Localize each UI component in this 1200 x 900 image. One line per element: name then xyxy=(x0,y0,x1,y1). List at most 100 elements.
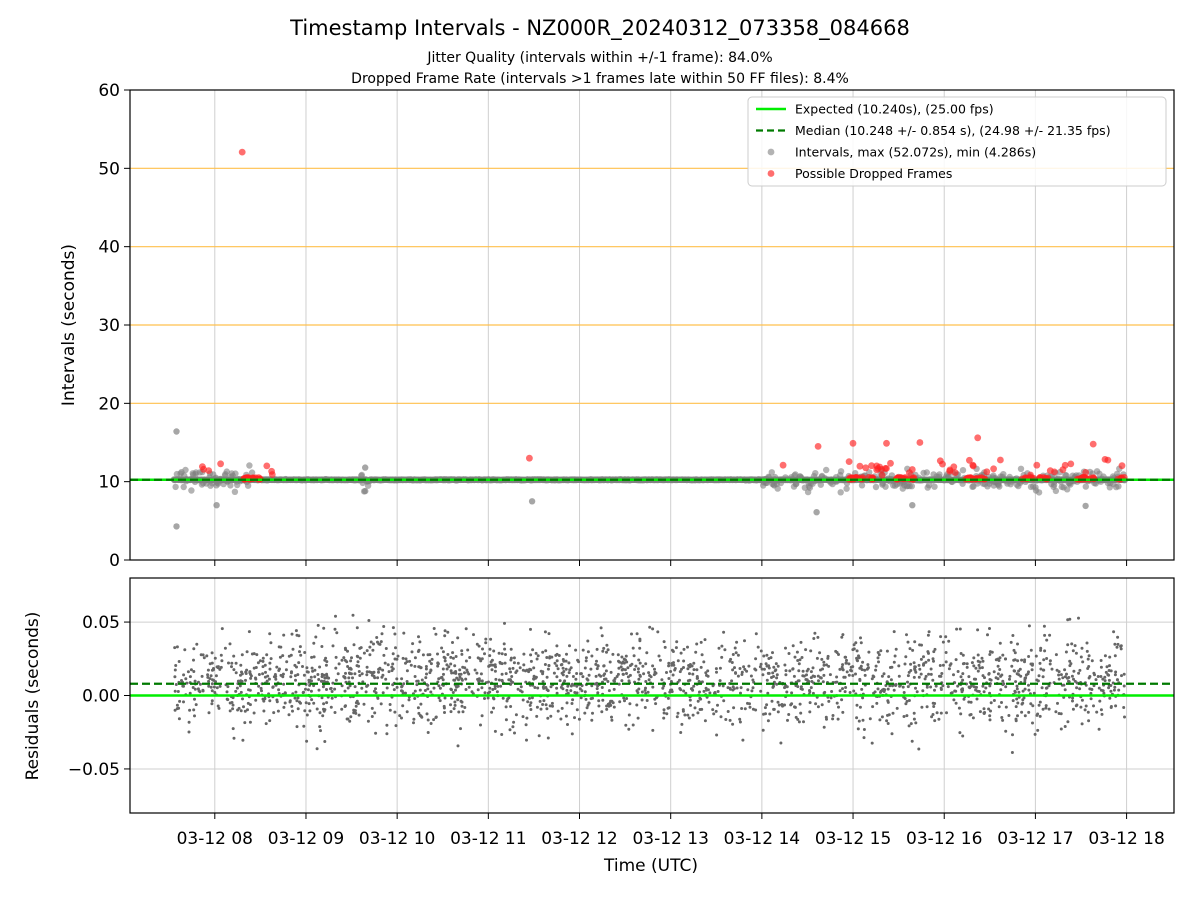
residual-point xyxy=(822,663,826,667)
dropped-frame-point xyxy=(238,148,246,156)
residual-point xyxy=(996,657,1000,661)
residual-point xyxy=(793,705,796,709)
residual-point xyxy=(917,747,921,751)
residual-point xyxy=(596,691,600,695)
residual-point xyxy=(1027,624,1031,628)
residual-point xyxy=(976,669,980,673)
residual-point xyxy=(776,710,780,714)
residual-point xyxy=(847,662,851,666)
residual-point xyxy=(594,674,598,678)
residual-point xyxy=(493,729,497,733)
residual-point xyxy=(306,670,310,674)
residual-point xyxy=(521,668,525,672)
residual-point xyxy=(1099,665,1103,669)
residual-point xyxy=(336,672,340,676)
residual-point xyxy=(1097,727,1101,731)
residual-point xyxy=(947,639,951,643)
residual-point xyxy=(772,675,775,678)
residual-point xyxy=(655,696,658,700)
interval-point xyxy=(227,482,234,489)
residual-point xyxy=(938,674,941,678)
residual-point xyxy=(801,669,805,673)
residual-point xyxy=(398,714,402,718)
residual-point xyxy=(667,664,671,668)
residual-point xyxy=(801,674,805,678)
residual-point xyxy=(921,689,925,693)
residual-point xyxy=(279,673,283,677)
residual-point xyxy=(268,661,272,665)
residual-point xyxy=(841,633,845,637)
residual-point xyxy=(771,671,775,675)
dropped-frame-point xyxy=(1033,461,1041,469)
residual-point xyxy=(568,668,572,672)
residual-point xyxy=(210,702,214,706)
residual-point xyxy=(955,627,959,631)
residual-point xyxy=(729,657,733,661)
residual-point xyxy=(521,715,525,719)
residual-point xyxy=(1016,701,1020,705)
residual-point xyxy=(513,731,516,735)
residual-point xyxy=(929,667,933,671)
residual-point xyxy=(509,658,513,662)
residual-point xyxy=(261,697,265,701)
residual-point xyxy=(584,697,588,701)
residual-point xyxy=(871,705,875,709)
residual-point xyxy=(1038,700,1042,704)
residual-point xyxy=(449,703,452,707)
residual-point xyxy=(1000,701,1003,704)
residual-point xyxy=(365,670,369,674)
residual-point xyxy=(578,687,582,691)
residual-point xyxy=(315,747,319,751)
residual-point xyxy=(234,661,238,665)
residual-point xyxy=(460,678,464,682)
residual-point xyxy=(609,699,613,703)
residual-point xyxy=(1027,710,1031,714)
residual-point xyxy=(290,704,294,708)
x-tick-label: 03-12 11 xyxy=(450,829,526,849)
residual-point xyxy=(185,681,189,685)
residual-point xyxy=(564,714,568,718)
residual-point xyxy=(600,710,604,714)
x-tick-label: 03-12 13 xyxy=(632,829,708,849)
residual-point xyxy=(707,700,711,704)
residual-point xyxy=(541,703,545,706)
residual-point xyxy=(192,647,196,651)
residual-point xyxy=(586,650,590,654)
residual-point xyxy=(935,711,939,715)
residual-point xyxy=(315,707,319,711)
residual-point xyxy=(1063,688,1067,692)
residual-point xyxy=(343,689,347,693)
interval-point xyxy=(182,466,189,474)
residual-point xyxy=(294,678,297,682)
dropped-frame-rate-subtitle: Dropped Frame Rate (intervals >1 frames … xyxy=(351,71,849,87)
residual-point xyxy=(1057,677,1061,681)
residual-point xyxy=(360,672,364,676)
residual-point xyxy=(688,698,692,702)
residual-point xyxy=(381,668,385,672)
residual-point xyxy=(320,672,324,676)
residual-point xyxy=(621,660,625,664)
residual-point xyxy=(1064,650,1068,654)
bottom-y-axis-label: Residuals (seconds) xyxy=(23,612,43,781)
residual-point xyxy=(751,678,755,682)
residual-point xyxy=(638,661,642,665)
residual-point xyxy=(504,718,508,722)
residual-point xyxy=(749,674,753,678)
residual-point xyxy=(261,665,265,669)
residual-point xyxy=(720,644,724,648)
residual-point xyxy=(1037,674,1041,678)
residual-point xyxy=(700,653,704,657)
residual-point xyxy=(436,661,440,665)
residual-point xyxy=(541,650,545,654)
residual-point xyxy=(560,706,564,710)
residual-point xyxy=(858,666,862,670)
residual-point xyxy=(486,696,490,700)
residual-point xyxy=(651,664,655,668)
residual-point xyxy=(615,675,619,678)
residual-point xyxy=(228,701,232,705)
residual-point xyxy=(717,646,721,650)
residual-point xyxy=(691,672,695,676)
residual-point xyxy=(925,705,929,709)
residual-point xyxy=(575,708,579,712)
